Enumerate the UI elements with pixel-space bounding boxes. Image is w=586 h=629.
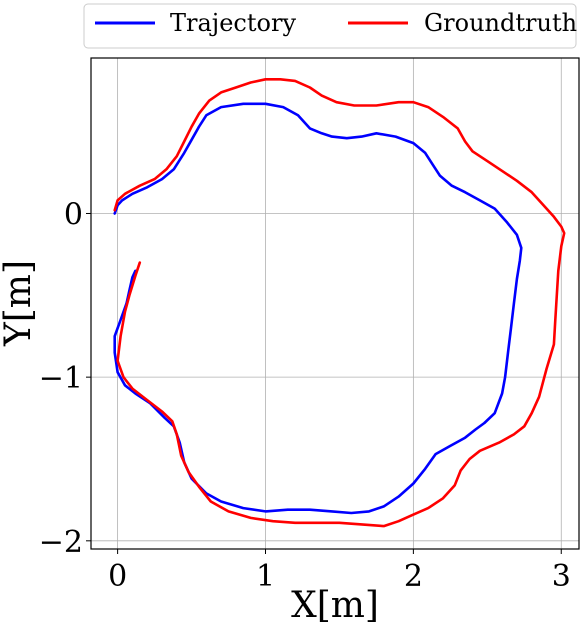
plot-frame [90, 57, 580, 550]
legend-label-trajectory: Trajectory [170, 9, 296, 37]
series-line-trajectory [113, 102, 523, 515]
axis-ticks: 0 1 2 3 0 −1 −2 [39, 197, 571, 594]
x-tick-label-2: 2 [404, 559, 423, 594]
y-tick-label-2: −2 [39, 525, 83, 560]
x-tick-label-3: 3 [552, 559, 571, 594]
x-axis-label: X[m] [291, 585, 379, 626]
y-tick-label-0: 0 [64, 197, 83, 232]
legend-box [83, 3, 577, 49]
plot-series [113, 78, 566, 528]
grid-lines [91, 58, 579, 549]
y-axis-label: Y[m] [0, 260, 39, 347]
y-tick-label-1: −1 [39, 361, 83, 396]
series-line-groundtruth [113, 78, 566, 528]
x-tick-label-0: 0 [108, 559, 127, 594]
legend-label-groundtruth: Groundtruth [424, 9, 577, 37]
legend: Trajectory Groundtruth [83, 3, 577, 49]
x-tick-label-1: 1 [256, 559, 275, 594]
